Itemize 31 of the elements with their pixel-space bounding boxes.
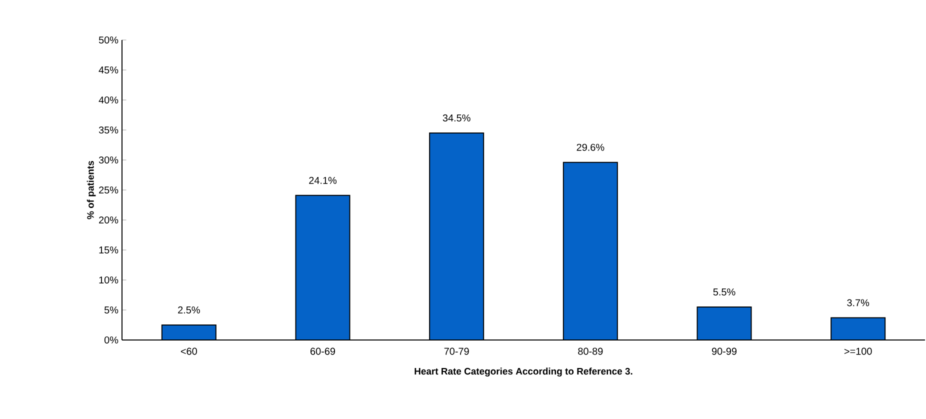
y-tick-label: 20%	[99, 216, 118, 224]
bar	[162, 325, 216, 340]
bar	[697, 307, 752, 340]
x-tick-label: <60	[180, 348, 197, 355]
y-tick-label: 25%	[99, 186, 118, 194]
x-axis-title: Heart Rate Categories According to Reference 3.	[414, 368, 632, 377]
data-label: 2.5%	[178, 306, 200, 314]
x-tick-label: 60-69	[310, 348, 336, 355]
x-tick-label: >=100	[844, 348, 872, 355]
y-tick-label: 10%	[99, 276, 118, 284]
y-tick-label: 30%	[98, 156, 118, 164]
y-tick-label: 35%	[98, 126, 118, 134]
data-label: 3.7%	[847, 299, 870, 306]
x-tick-label: 70-79	[444, 348, 469, 355]
data-label: 24.1%	[309, 176, 337, 184]
data-label: 34.5%	[442, 114, 470, 122]
y-tick-label: 45%	[98, 66, 118, 74]
y-tick-label: 0%	[104, 336, 118, 344]
bar	[830, 317, 886, 340]
bar	[296, 195, 350, 340]
x-tick-label: 80-89	[578, 348, 603, 355]
bar	[430, 132, 484, 340]
data-label: 29.6%	[576, 144, 604, 151]
y-tick-label: 40%	[98, 96, 118, 104]
y-axis-title: % of patients	[86, 160, 96, 220]
data-label: 5.5%	[713, 288, 736, 296]
bar	[563, 162, 618, 340]
y-tick-label: 50%	[98, 36, 118, 44]
x-tick-label: 90-99	[712, 348, 737, 355]
y-tick-label: 5%	[104, 306, 118, 314]
y-tick-label: 15%	[99, 246, 118, 254]
